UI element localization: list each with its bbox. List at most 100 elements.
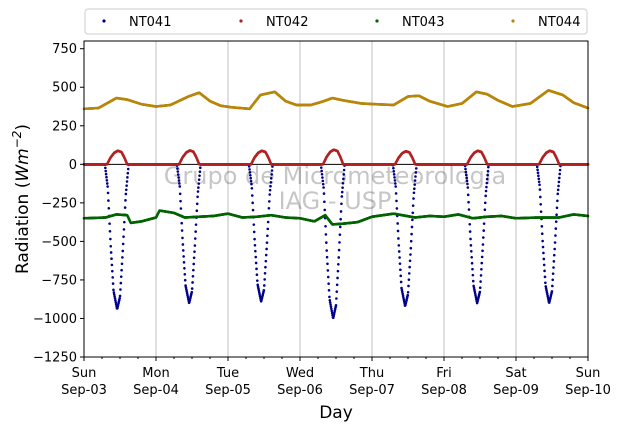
data-point — [112, 291, 116, 294]
data-point — [327, 282, 330, 285]
data-point — [104, 172, 108, 176]
data-point — [330, 307, 333, 311]
data-point — [181, 249, 185, 252]
data-point — [104, 169, 108, 173]
data-point — [197, 186, 200, 189]
data-point — [322, 186, 325, 189]
data-point — [190, 290, 194, 294]
data-point — [124, 199, 127, 202]
vertical-grid — [155, 41, 517, 357]
data-point — [192, 262, 196, 266]
data-point — [542, 257, 546, 261]
data-point — [268, 200, 271, 203]
data-point — [478, 290, 482, 294]
data-point — [538, 188, 542, 191]
data-point — [540, 225, 544, 228]
data-point — [262, 284, 266, 287]
data-point — [478, 286, 482, 290]
data-point — [393, 179, 397, 182]
data-point — [558, 172, 561, 176]
data-point — [122, 235, 125, 238]
data-point — [255, 267, 258, 271]
data-point — [108, 222, 111, 225]
data-point — [253, 243, 257, 247]
data-point — [393, 176, 396, 179]
data-point — [342, 168, 346, 172]
data-point — [342, 173, 346, 176]
data-point — [110, 263, 114, 267]
data-point — [465, 179, 469, 183]
data-point — [253, 237, 256, 241]
data-point — [412, 197, 415, 200]
data-point — [252, 230, 256, 234]
data-point — [409, 253, 412, 256]
data-point — [467, 200, 470, 204]
data-point — [266, 220, 270, 224]
data-point — [482, 236, 485, 239]
data-point — [412, 191, 416, 195]
data-point — [485, 185, 488, 189]
data-point — [552, 266, 555, 269]
data-point — [551, 278, 555, 282]
data-point — [326, 275, 330, 279]
data-point — [406, 293, 410, 297]
data-point — [108, 230, 112, 233]
data-point — [339, 210, 343, 213]
data-point — [482, 222, 486, 225]
data-point — [183, 267, 186, 270]
data-point — [486, 169, 490, 173]
data-point — [254, 261, 258, 265]
data-point — [414, 171, 418, 174]
data-point — [481, 243, 485, 246]
data-point — [113, 297, 117, 300]
data-point — [554, 227, 558, 230]
data-point — [122, 228, 126, 231]
data-point — [319, 166, 323, 169]
data-point — [265, 247, 268, 251]
data-point — [193, 237, 197, 240]
data-point — [537, 177, 541, 181]
data-point — [471, 273, 475, 277]
data-point — [195, 202, 199, 206]
data-point — [340, 195, 344, 198]
data-point — [109, 251, 113, 254]
data-point — [401, 290, 404, 294]
data-point — [191, 274, 195, 278]
data-point — [552, 253, 556, 257]
data-point — [250, 194, 254, 197]
data-point — [254, 249, 257, 253]
data-point — [110, 257, 113, 261]
data-point — [483, 208, 487, 212]
data-point — [551, 272, 555, 275]
data-point — [248, 168, 251, 171]
data-point — [480, 261, 484, 265]
data-point — [196, 195, 199, 199]
data-point — [120, 262, 124, 266]
data-point — [401, 294, 405, 298]
data-point — [399, 274, 403, 278]
data-point — [326, 269, 330, 272]
data-point — [249, 179, 253, 183]
data-point — [250, 186, 254, 190]
data-point — [539, 195, 542, 199]
data-point — [464, 167, 467, 171]
data-point — [414, 175, 417, 178]
data-point — [538, 183, 541, 187]
data-point — [105, 175, 108, 179]
data-point — [121, 242, 125, 246]
data-point — [535, 165, 539, 169]
data-point — [106, 191, 110, 195]
data-point — [407, 284, 410, 288]
data-point — [123, 206, 127, 209]
data-point — [323, 208, 327, 212]
data-point — [466, 193, 470, 197]
data-point — [190, 287, 194, 290]
data-point — [251, 208, 255, 212]
data-point — [413, 187, 416, 190]
data-point — [464, 170, 468, 174]
data-point — [119, 288, 122, 291]
data-point — [553, 247, 556, 251]
data-point — [339, 217, 342, 221]
data-point — [326, 262, 329, 266]
data-point — [178, 182, 181, 185]
